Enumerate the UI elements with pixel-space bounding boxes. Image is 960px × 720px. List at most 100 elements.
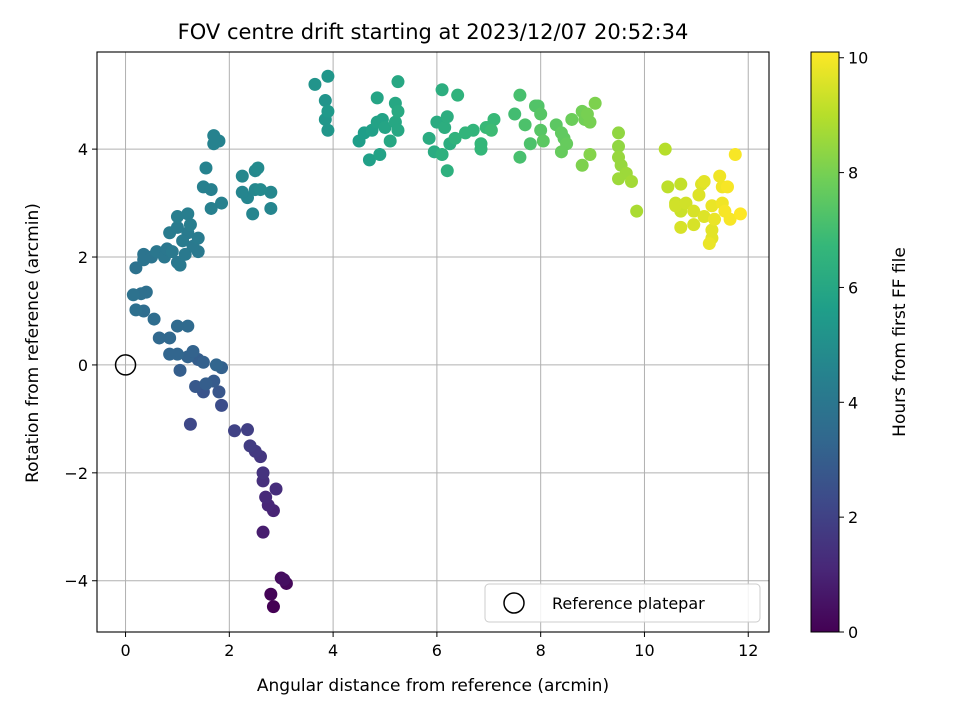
data-point: [687, 204, 701, 218]
legend-box: [484, 583, 761, 623]
data-point: [565, 112, 579, 126]
y-tick-label: −4: [64, 572, 88, 591]
data-points: [126, 69, 747, 614]
data-point: [383, 134, 397, 148]
colorbar-tick-label: 4: [848, 393, 858, 412]
data-point: [373, 148, 387, 162]
data-point: [466, 123, 480, 137]
x-tick-label: 2: [224, 641, 234, 660]
data-point: [687, 218, 701, 232]
data-point: [183, 417, 197, 431]
data-point: [204, 201, 218, 215]
data-point: [508, 107, 522, 121]
data-point: [513, 150, 527, 164]
colorbar-ticks: 0 2 4 6 8 10: [839, 49, 868, 642]
data-point: [708, 212, 722, 226]
data-point: [240, 423, 254, 437]
data-point: [173, 258, 187, 272]
chart-title: FOV centre drift starting at 2023/12/07 …: [178, 20, 689, 44]
data-point: [697, 210, 711, 224]
data-point: [215, 196, 229, 210]
colorbar-tick-label: 10: [848, 49, 868, 68]
data-point: [266, 600, 280, 614]
data-point: [391, 123, 405, 137]
data-point: [513, 88, 527, 102]
data-point: [713, 169, 727, 183]
data-point: [212, 385, 226, 399]
y-axis-title: Rotation from reference (arcmin): [23, 203, 43, 483]
data-point: [674, 220, 688, 234]
data-point: [147, 312, 161, 326]
data-point: [518, 118, 532, 132]
legend-marker: [503, 592, 525, 614]
data-point: [612, 139, 626, 153]
data-point: [235, 185, 249, 199]
x-tick-label: 6: [432, 641, 442, 660]
data-point: [196, 355, 210, 369]
data-point: [702, 237, 716, 251]
data-point: [176, 234, 190, 248]
colorbar-title: Hours from first FF file: [890, 247, 910, 437]
data-point: [658, 142, 672, 156]
data-point: [440, 164, 454, 178]
data-point: [173, 363, 187, 377]
data-point: [674, 177, 688, 191]
reference-marker: [114, 354, 137, 376]
data-point: [661, 180, 675, 194]
data-point: [165, 245, 179, 259]
reference-point: [114, 354, 137, 376]
data-point: [484, 123, 498, 137]
data-point: [170, 210, 184, 224]
data-point: [178, 247, 192, 261]
data-point: [264, 587, 278, 601]
data-point: [438, 121, 452, 135]
data-point: [435, 148, 449, 162]
legend-entry: Reference platepar: [552, 594, 705, 613]
data-point: [440, 110, 454, 124]
data-point: [451, 88, 465, 102]
data-point: [705, 199, 719, 213]
data-point: [183, 218, 197, 232]
data-point: [474, 142, 488, 156]
data-point: [697, 174, 711, 188]
y-tick-label: 2: [78, 248, 88, 267]
data-point: [152, 331, 166, 345]
data-point: [720, 180, 734, 194]
legend: Reference platepar: [484, 583, 761, 623]
data-point: [536, 134, 550, 148]
data-point: [235, 169, 249, 183]
data-point: [391, 75, 405, 89]
data-point: [705, 223, 719, 237]
data-point: [523, 137, 537, 151]
data-point: [321, 104, 335, 118]
x-axis-ticks: 0 2 4 6 8 10 12: [120, 632, 758, 660]
data-point: [246, 207, 260, 221]
data-point: [534, 123, 548, 137]
data-point: [422, 131, 436, 145]
data-point: [215, 398, 229, 412]
data-point: [256, 466, 270, 480]
colorbar-tick-label: 0: [848, 623, 858, 642]
data-point: [318, 94, 332, 108]
data-point: [728, 148, 742, 162]
colorbar-tick-label: 6: [848, 278, 858, 297]
data-point: [588, 96, 602, 110]
data-point: [435, 83, 449, 97]
data-point: [679, 196, 693, 210]
data-point: [624, 174, 638, 188]
data-point: [163, 331, 177, 345]
data-point: [170, 319, 184, 333]
data-point: [575, 158, 589, 172]
data-point: [277, 573, 291, 587]
data-point: [583, 148, 597, 162]
data-point: [251, 161, 265, 175]
x-tick-label: 0: [120, 641, 130, 660]
data-point: [669, 199, 683, 213]
data-point: [269, 482, 283, 496]
y-axis-ticks: −4 −2 0 2 4: [64, 140, 97, 591]
data-point: [554, 145, 568, 159]
x-tick-label: 10: [634, 641, 654, 660]
y-tick-label: 4: [78, 140, 88, 159]
data-point: [126, 288, 140, 302]
